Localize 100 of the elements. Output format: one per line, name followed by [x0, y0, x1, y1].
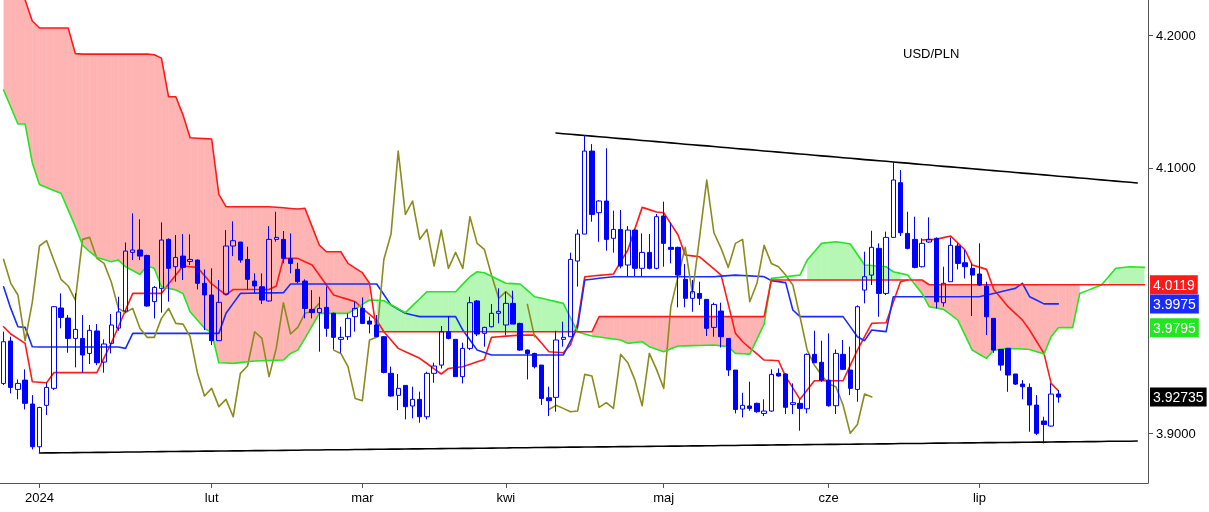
candlestick	[302, 278, 308, 319]
candlestick	[970, 262, 975, 317]
candlestick	[690, 279, 695, 313]
candlestick	[568, 252, 573, 338]
candlestick	[926, 216, 932, 244]
candlestick	[1027, 382, 1032, 433]
candlestick	[245, 246, 250, 291]
x-tick-label: 2024	[25, 490, 54, 505]
text: 3.9975	[1153, 295, 1197, 312]
candlestick	[116, 296, 121, 332]
candlestick	[159, 221, 164, 314]
candlestick	[252, 272, 257, 294]
candlestick	[697, 281, 702, 306]
candlestick	[345, 312, 351, 341]
candlestick	[410, 386, 415, 419]
candlestick	[496, 287, 501, 324]
x-tick-label: cze	[818, 490, 839, 505]
candlestick	[281, 230, 286, 264]
candlestick	[611, 210, 616, 254]
candlestick	[489, 303, 494, 328]
candlestick	[453, 338, 458, 378]
text: 3.92735	[1153, 389, 1204, 406]
candlestick	[446, 315, 451, 340]
text: USD/PLN	[903, 46, 960, 61]
text: 3.9795	[1153, 319, 1197, 336]
candlestick	[274, 211, 279, 243]
candlestick	[683, 263, 688, 308]
candlestick	[582, 134, 587, 235]
line-series	[2, 274, 1060, 356]
x-tick-label: maj	[653, 490, 675, 505]
candlestick	[776, 367, 781, 378]
candlestick	[704, 298, 709, 337]
candlestick	[747, 381, 752, 412]
y-tick-label: 4.2000	[1156, 27, 1196, 43]
candlestick	[934, 236, 939, 309]
candlestick	[73, 292, 78, 368]
candlestick	[238, 241, 243, 264]
candlestick	[439, 325, 444, 369]
candlestick	[195, 258, 200, 290]
x-tick-label: lip	[972, 490, 986, 505]
line-series	[555, 132, 1139, 184]
candlestick	[130, 212, 135, 261]
candlestick	[317, 296, 322, 353]
candlestick	[417, 391, 422, 424]
candlestick	[532, 352, 537, 369]
x-tick-label: kwi	[496, 490, 516, 505]
candlestick	[403, 384, 408, 420]
candlestick	[123, 241, 128, 314]
candlestick	[338, 326, 344, 354]
candlestick	[367, 316, 372, 334]
candlestick	[295, 262, 300, 284]
candlestick	[575, 228, 580, 288]
candlestick	[783, 372, 788, 415]
candlestick	[324, 286, 329, 338]
candlestick	[381, 335, 387, 374]
candlestick	[309, 289, 315, 319]
candlestick	[525, 348, 530, 380]
candlestick	[733, 369, 738, 414]
candlestick	[44, 382, 49, 416]
candlestick	[166, 237, 171, 303]
candlestick	[202, 268, 207, 331]
candlestick	[460, 342, 465, 384]
candlestick	[360, 296, 365, 325]
candlestick	[740, 392, 745, 418]
candlestick	[331, 312, 336, 350]
candlestick	[661, 201, 666, 268]
y-tick-label: 3.9000	[1156, 425, 1196, 441]
candlestick	[991, 317, 996, 354]
candlestick	[769, 368, 774, 413]
line-series	[2, 89, 1146, 365]
candlestick	[848, 346, 853, 396]
candlestick	[812, 330, 817, 364]
candlestick	[819, 340, 824, 383]
candlestick	[173, 234, 178, 283]
x-tick-label: mar	[351, 490, 375, 505]
candlestick	[152, 285, 157, 319]
candlestick	[30, 394, 35, 450]
candlestick	[87, 324, 92, 365]
candlestick	[1034, 394, 1039, 436]
candlestick	[374, 314, 379, 338]
candlestick	[8, 336, 13, 394]
candlestick	[898, 169, 903, 237]
candlestick	[209, 267, 214, 346]
candlestick	[855, 304, 860, 403]
candlestick	[826, 332, 831, 408]
candlestick	[216, 279, 222, 342]
line-series	[38, 440, 1139, 454]
candlestick	[977, 242, 982, 287]
candlestick	[352, 301, 358, 333]
candlestick	[1020, 379, 1025, 400]
candlestick	[941, 266, 946, 308]
candlestick	[869, 230, 874, 286]
candlestick	[726, 337, 731, 377]
candlestick	[37, 406, 42, 454]
candlestick	[388, 366, 394, 398]
candlestick	[109, 313, 114, 354]
candlestick	[905, 211, 910, 250]
candlestick	[618, 209, 623, 269]
candlestick	[1056, 389, 1061, 404]
candlestick	[288, 232, 293, 274]
